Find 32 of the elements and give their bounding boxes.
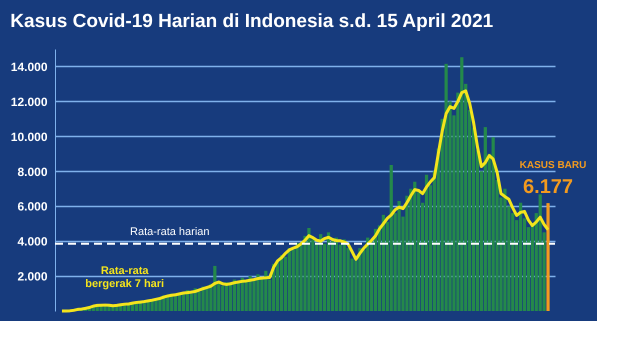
annotation: KASUS BARU xyxy=(520,160,586,172)
y-tick-label: 4.000 xyxy=(17,234,48,249)
bar xyxy=(538,194,542,311)
bar xyxy=(166,296,170,311)
y-tick-label: 2.000 xyxy=(17,270,48,284)
y-tick-label: 10.000 xyxy=(10,130,48,144)
chart-title: Kasus Covid-19 Harian di Indonesia s.d. 15 April 2021 xyxy=(10,11,494,32)
bar xyxy=(205,288,209,311)
bar xyxy=(319,234,322,311)
bar xyxy=(492,137,495,311)
data-label: 6.177 xyxy=(523,176,574,198)
bar xyxy=(213,266,216,311)
bar xyxy=(221,286,224,311)
ref-line-label: Rata-rata harian xyxy=(130,226,210,238)
series-label: Rata-rata bergerak 7 hari xyxy=(85,264,164,290)
bar xyxy=(342,239,346,311)
bar xyxy=(484,127,487,311)
bar xyxy=(503,188,507,311)
bar xyxy=(240,278,244,311)
y-tick-label: 12.000 xyxy=(10,94,48,109)
bar xyxy=(296,242,299,311)
bar xyxy=(390,164,393,311)
bar xyxy=(460,57,464,311)
bar xyxy=(264,270,268,311)
bar xyxy=(288,248,291,311)
y-tick-label: 14.000 xyxy=(10,60,48,74)
bar xyxy=(546,203,550,311)
y-tick-label: 8.000 xyxy=(17,164,48,179)
bar xyxy=(366,238,370,311)
bar xyxy=(519,202,522,311)
y-tick-label: 6.000 xyxy=(17,200,48,214)
bar xyxy=(413,182,416,311)
